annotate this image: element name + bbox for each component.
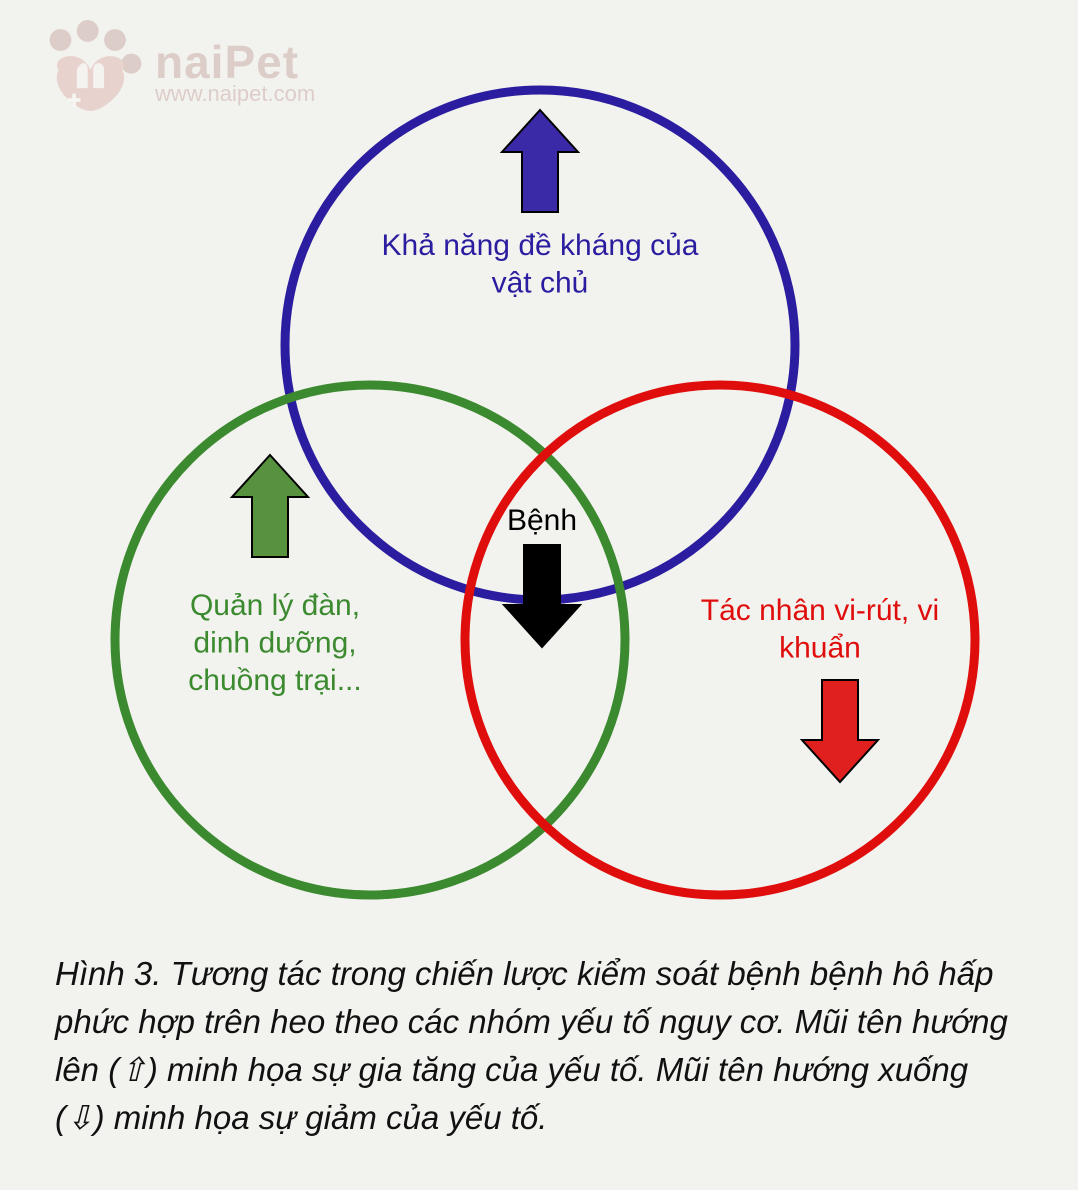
arrow-right <box>802 680 878 782</box>
arrow-left <box>232 455 308 557</box>
venn-label-left: Quản lý đàn,dinh dưỡng,chuồng trại... <box>188 589 361 697</box>
venn-label-right: Tác nhân vi-rút, vikhuẩn <box>701 594 939 665</box>
venn-label-top: Khả năng đề kháng củavật chủ <box>382 229 699 300</box>
figure-caption: Hình 3. Tương tác trong chiến lược kiểm … <box>55 950 1023 1141</box>
venn-label-center: Bệnh <box>507 504 577 537</box>
venn-diagram: Khả năng đề kháng củavật chủ Quản lý đàn… <box>50 40 1030 940</box>
page: naiPet www.naipet.com Khả năng đề kháng … <box>0 0 1078 1190</box>
arrow-top <box>502 110 578 212</box>
